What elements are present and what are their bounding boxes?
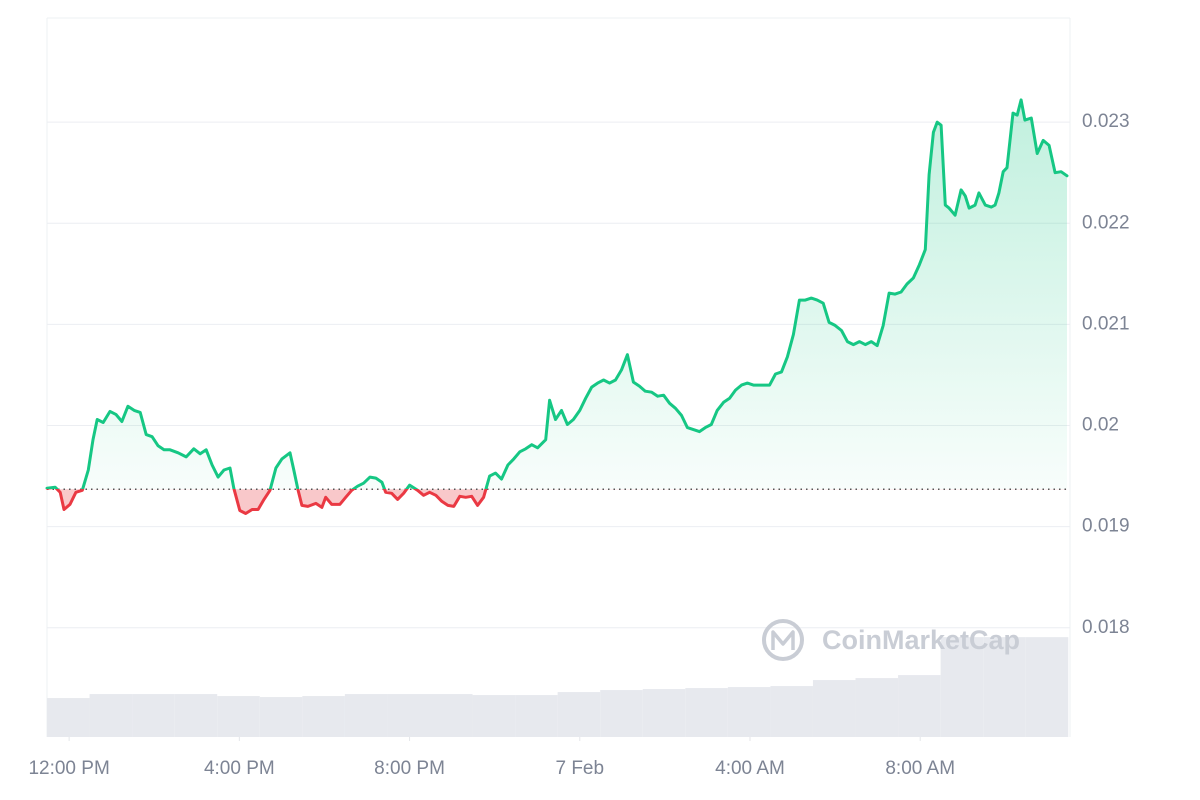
volume-bar — [387, 694, 430, 737]
x-tick-label: 7 Feb — [555, 758, 604, 779]
volume-bar — [217, 696, 260, 737]
volume-bar — [259, 697, 303, 737]
price-area — [47, 99, 1067, 514]
volume-bar — [685, 688, 728, 737]
y-tick-label: 0.02 — [1082, 415, 1119, 436]
x-tick-label: 8:00 PM — [374, 758, 445, 779]
x-tick-label: 12:00 PM — [28, 758, 109, 779]
price-line — [45, 98, 1069, 515]
x-tick-label: 8:00 AM — [885, 758, 955, 779]
volume-bar — [940, 637, 984, 737]
volume-bar — [600, 690, 643, 737]
x-tick-label: 4:00 AM — [715, 758, 785, 779]
volume-bar — [642, 689, 686, 737]
volume-bar — [855, 678, 899, 737]
y-tick-label: 0.023 — [1082, 111, 1130, 132]
volume-bar — [174, 694, 218, 737]
watermark-logo-mark — [771, 630, 795, 650]
volume-bar — [557, 692, 601, 737]
y-tick-label: 0.019 — [1082, 516, 1130, 537]
x-tick-label: 4:00 PM — [204, 758, 275, 779]
volume-bar — [812, 680, 856, 737]
y-tick-label: 0.018 — [1082, 617, 1130, 638]
volume-bar — [898, 675, 941, 737]
volume-bar — [132, 694, 175, 737]
volume-bar — [515, 695, 558, 737]
volume-bar — [302, 696, 345, 737]
volume-bar — [1025, 637, 1069, 737]
volume-bar — [429, 694, 473, 737]
y-tick-label: 0.021 — [1082, 313, 1130, 334]
volume-bar — [47, 698, 90, 737]
volume-bar — [770, 686, 813, 737]
watermark-text: CoinMarketCap — [822, 625, 1020, 655]
volume-bar — [344, 694, 388, 737]
y-tick-label: 0.022 — [1082, 212, 1130, 233]
volume-bar — [727, 687, 771, 737]
volume-bar — [983, 637, 1026, 737]
volume-bar — [89, 694, 133, 737]
watermark: CoinMarketCap — [762, 619, 1020, 661]
watermark-logo — [762, 619, 804, 661]
volume-bar — [472, 695, 516, 737]
